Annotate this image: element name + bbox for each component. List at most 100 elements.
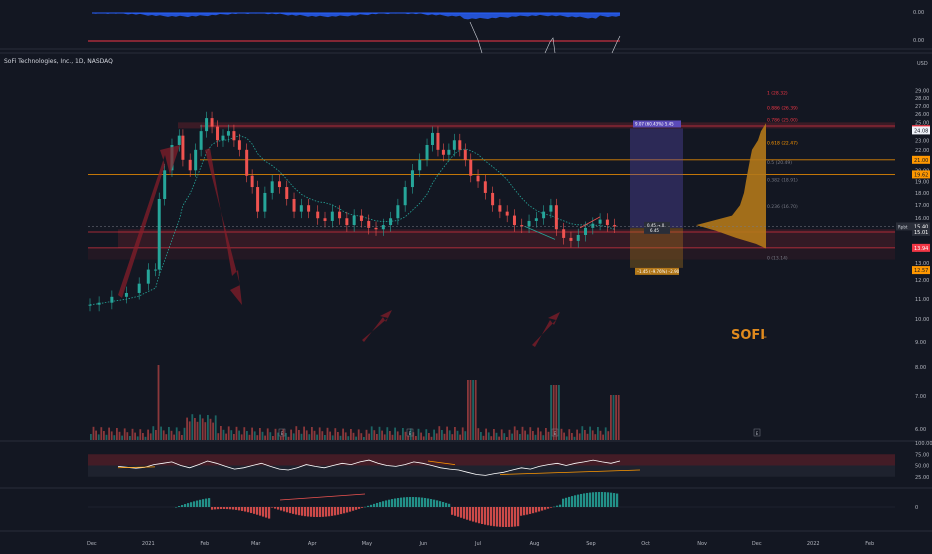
macd-bar-2 [181, 505, 184, 507]
macd-bar-144 [607, 492, 610, 507]
candle-body-60 [505, 211, 509, 216]
y-tick-13: 16.00 [915, 216, 929, 222]
candle-body-31 [307, 205, 311, 212]
volume-bar-1 [92, 426, 95, 440]
top-spike-1 [469, 21, 483, 54]
volume-marker-box-1 [406, 428, 414, 437]
axis-tag-2: 21.00 [914, 158, 928, 164]
macd-bar-43 [304, 507, 307, 517]
macd-bar-6 [193, 501, 196, 507]
x-tick-7: Jul [474, 541, 481, 547]
volume-bar-167 [524, 430, 526, 440]
candle-body-65 [542, 211, 546, 219]
volume-bar-165 [519, 434, 521, 440]
volume-bar-33 [175, 427, 178, 440]
volume-bar-57 [238, 430, 240, 440]
macd-bar-104 [487, 507, 490, 526]
macd-bar-79 [412, 497, 415, 507]
macd-bar-26 [253, 507, 256, 514]
volume-bar-61 [248, 434, 251, 440]
macd-bar-119 [532, 507, 535, 514]
volume-bar-109 [373, 430, 376, 440]
volume-bar-202 [615, 395, 617, 440]
volume-bar-92 [329, 431, 331, 440]
x-tick-0: Dec [87, 541, 97, 547]
brand-dash: - [763, 330, 767, 343]
macd-bar-88 [439, 501, 442, 507]
volume-bar-20 [142, 433, 144, 440]
macd-bar-60 [355, 507, 358, 510]
volume-bar-18 [136, 436, 139, 440]
volume-bar-101 [352, 432, 355, 440]
candle-body-63 [527, 220, 531, 227]
volume-bar-122 [407, 435, 409, 440]
volume-bar-130 [428, 433, 430, 440]
volume-bar-30 [168, 427, 170, 440]
macd-bar-143 [604, 492, 607, 507]
macd-bar-65 [370, 504, 373, 507]
y-tick-0: 29.00 [915, 88, 929, 94]
volume-bar-25 [155, 430, 157, 440]
macd-bar-90 [445, 502, 448, 507]
y-tick-20: 9.00 [915, 340, 926, 346]
axis-tag-bg-1 [912, 126, 930, 135]
volume-bar-185 [571, 433, 573, 440]
pane1-value: 0.00 [913, 10, 925, 16]
volume-bar-151 [482, 435, 485, 440]
macd-bar-134 [577, 494, 580, 507]
macd-bar-22 [241, 507, 244, 511]
measure-box-up [630, 128, 683, 228]
volume-bar-72 [277, 432, 279, 440]
volume-bar-179 [555, 385, 558, 440]
candle-body-39 [367, 220, 371, 228]
macd-bar-89 [442, 501, 445, 507]
volume-bar-163 [513, 426, 516, 440]
rsi-band-lower [88, 465, 895, 477]
macd-bar-44 [307, 507, 310, 517]
macd-bar-121 [538, 507, 541, 512]
pane2-value: 0.00 [913, 38, 925, 44]
volume-bar-12 [121, 435, 123, 440]
volume-bar-24 [152, 426, 155, 440]
volume-bar-32 [173, 434, 175, 440]
rsi-band-upper [88, 454, 895, 466]
volume-bar-56 [235, 426, 238, 440]
volume-bar-182 [563, 432, 565, 440]
macd-bar-62 [361, 507, 364, 508]
macd-bar-23 [244, 507, 247, 512]
volume-bar-195 [597, 427, 599, 440]
macd-bar-48 [319, 507, 322, 517]
axis-tag-3: 19.62 [914, 172, 928, 178]
volume-bar-0 [90, 434, 92, 440]
macd-bar-135 [580, 493, 583, 507]
volume-bar-35 [181, 435, 183, 440]
axis-tag-6: 15.01 [914, 230, 928, 236]
volume-bar-41 [196, 421, 199, 440]
macd-bar-146 [613, 493, 616, 507]
measure-mid-label-bg [644, 221, 670, 234]
candle-body-25 [263, 192, 267, 212]
volume-bar-31 [170, 430, 173, 440]
volume-bar-162 [511, 433, 513, 440]
candle-body-10 [177, 135, 181, 145]
volume-bar-200 [610, 395, 612, 440]
candle-body-37 [352, 215, 356, 226]
macd-bar-25 [250, 507, 253, 514]
y-tick-23: 6.00 [915, 427, 926, 433]
volume-bar-77 [290, 429, 292, 440]
candle-body-49 [436, 132, 440, 150]
candle-body-41 [381, 225, 385, 230]
candle-body-32 [316, 211, 320, 219]
volume-bar-106 [365, 429, 368, 440]
y-tick-4: 25.00 [915, 120, 929, 126]
candle-body-67 [554, 205, 558, 230]
y-tick-1: 28.00 [915, 96, 929, 102]
candle-body-69 [569, 237, 573, 241]
rsi-trendline [499, 469, 641, 475]
volume-bar-170 [532, 431, 534, 440]
volume-bar-67 [264, 435, 266, 440]
volume-bar-27 [160, 426, 162, 440]
candle-body-24 [256, 187, 260, 212]
x-tick-9: Sep [586, 541, 595, 547]
brand-watermark: SOFI [731, 328, 766, 343]
